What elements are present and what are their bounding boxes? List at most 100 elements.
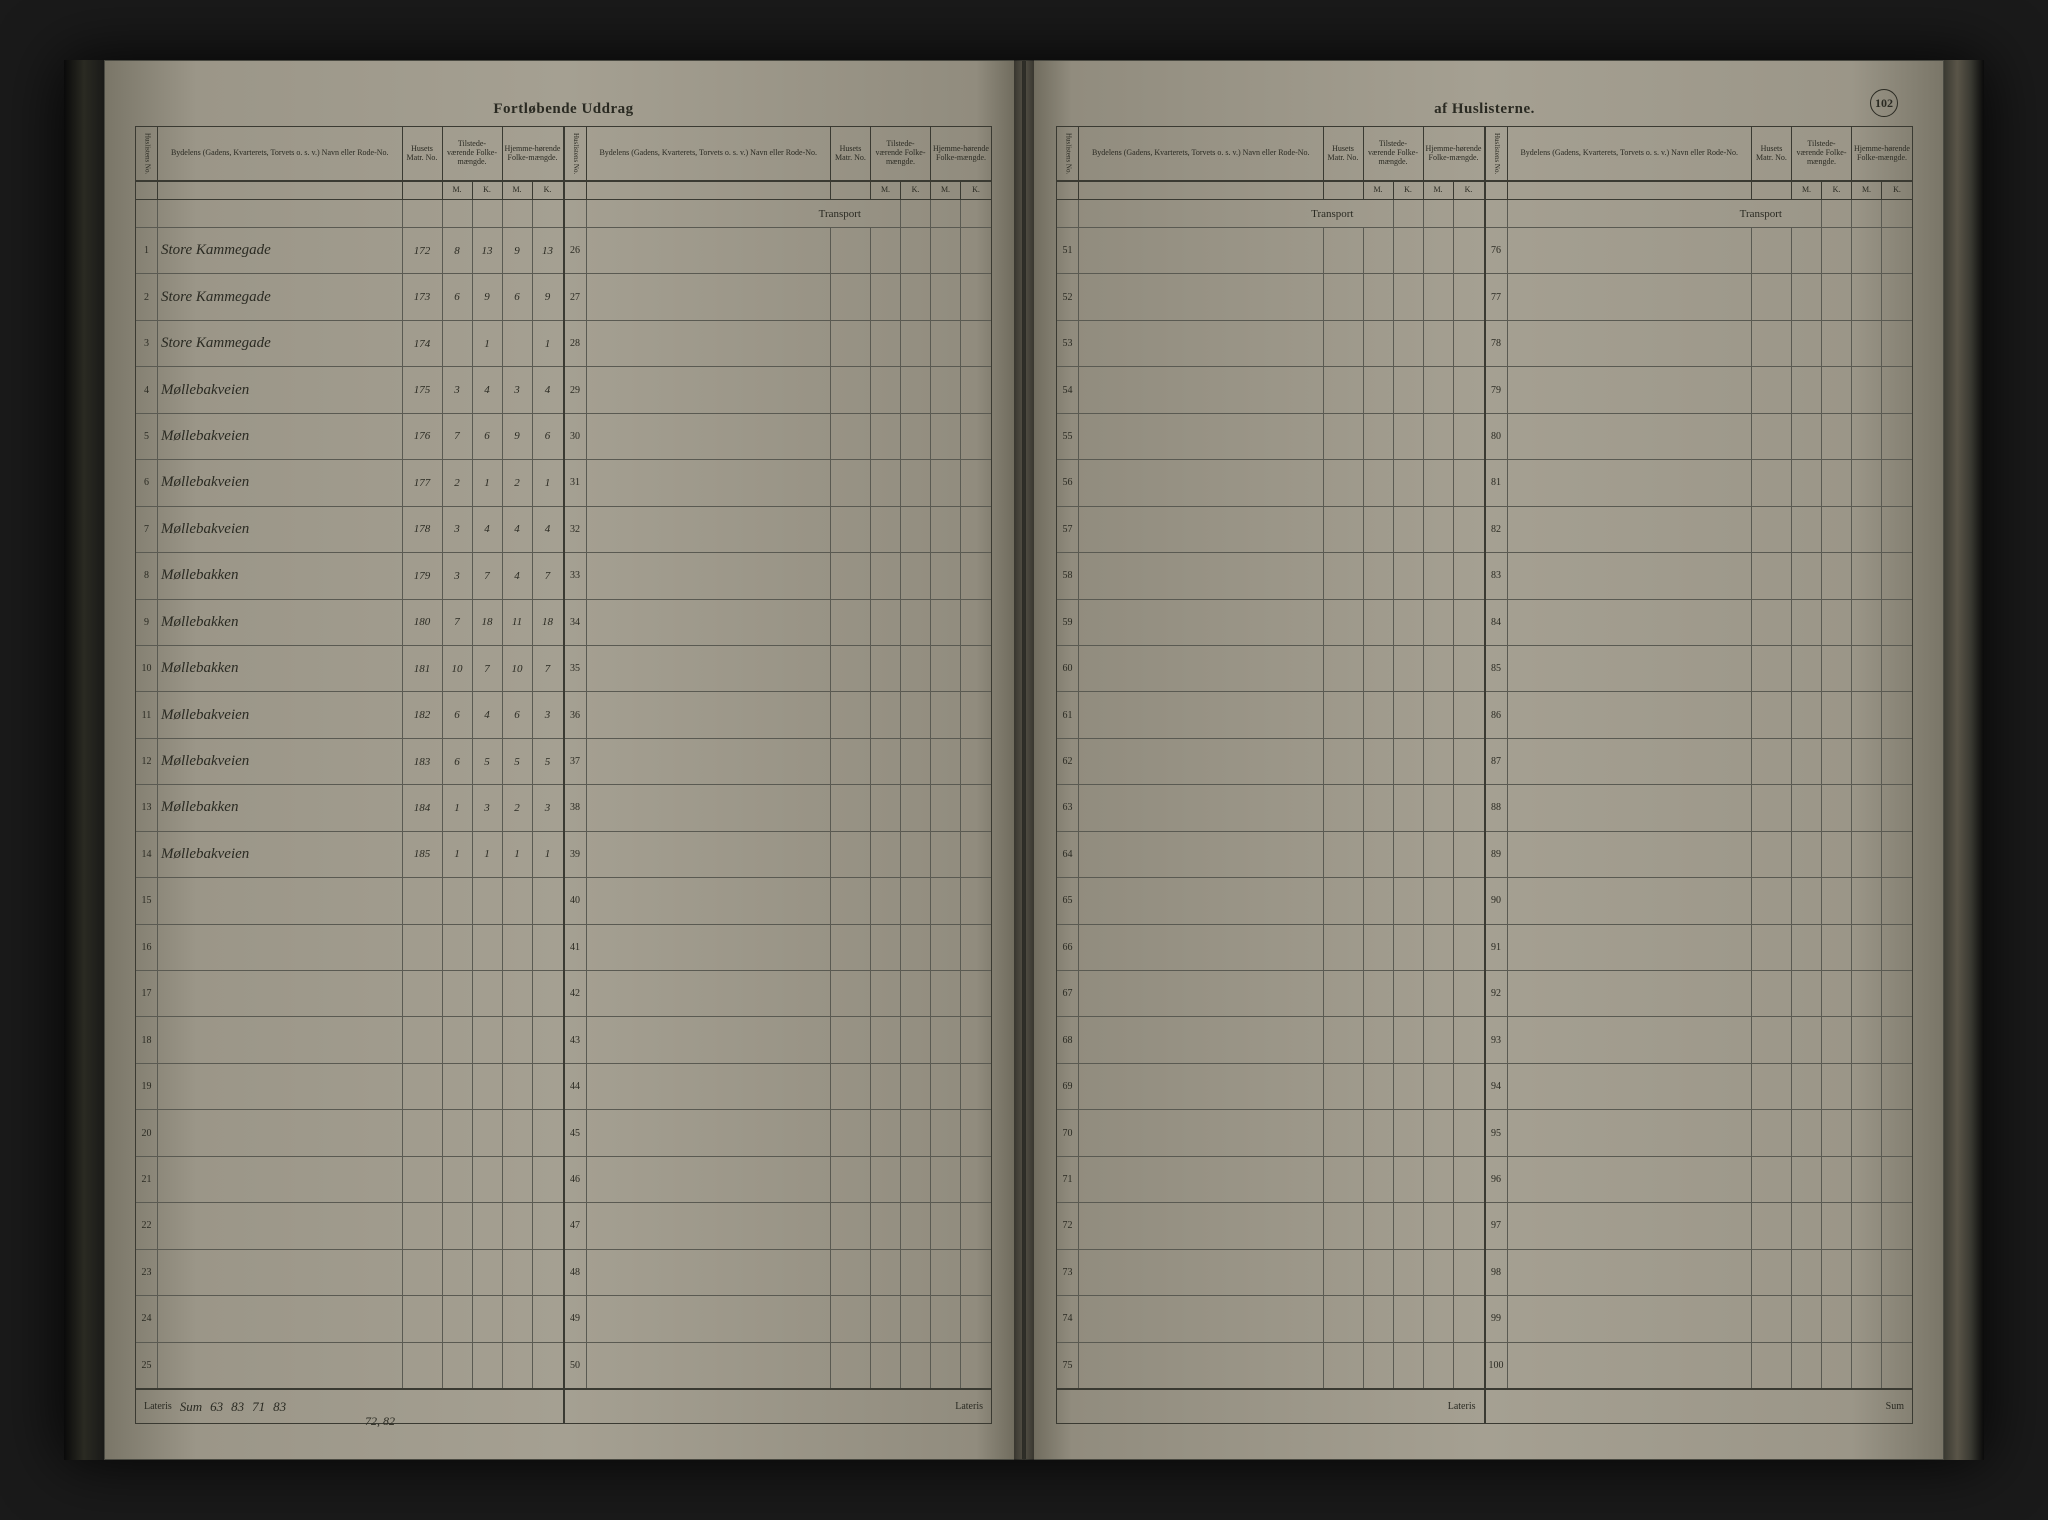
row-matr (1752, 1343, 1792, 1388)
row-hjem-m (931, 878, 961, 923)
page-left: Fortløbende Uddrag Huslistens No. Bydele… (104, 60, 1024, 1460)
row-number: 38 (565, 785, 587, 830)
row-tilst-m (1364, 460, 1394, 505)
row-matr (1752, 1296, 1792, 1341)
ledger-row: 71 (1057, 1157, 1484, 1203)
row-street-name: Møllebakveien (158, 832, 403, 877)
row-matr (1752, 507, 1792, 552)
row-tilst-m (871, 1343, 901, 1388)
row-hjem-m: 2 (503, 785, 533, 830)
row-matr (831, 414, 871, 459)
row-hjem-k (1454, 971, 1484, 1016)
row-street-name: Store Kammegade (158, 274, 403, 319)
row-hjem-k (1882, 274, 1912, 319)
row-number: 71 (1057, 1157, 1079, 1202)
row-hjem-m (931, 228, 961, 273)
row-street-name (1079, 1203, 1324, 1248)
sub-header-row: M. K. M. K. (565, 182, 992, 200)
row-tilst-k (1394, 228, 1424, 273)
row-number: 39 (565, 832, 587, 877)
row-street-name (1079, 600, 1324, 645)
row-street-name: Møllebakveien (158, 414, 403, 459)
row-matr: 185 (403, 832, 443, 877)
row-matr (403, 878, 443, 923)
row-hjem-k (1454, 646, 1484, 691)
row-number: 24 (136, 1296, 158, 1341)
row-tilst-m (871, 692, 901, 737)
row-tilst-k (901, 1296, 931, 1341)
row-street-name (587, 1110, 832, 1155)
row-tilst-k (473, 1250, 503, 1295)
row-number: 3 (136, 321, 158, 366)
row-matr (1324, 1157, 1364, 1202)
row-number: 19 (136, 1064, 158, 1109)
row-tilst-m (1364, 925, 1394, 970)
ledger-row: 76 (1486, 228, 1913, 274)
row-tilst-m (871, 878, 901, 923)
row-hjem-m (1424, 785, 1454, 830)
ledger-row: 48 (565, 1250, 992, 1296)
row-tilst-k (1822, 414, 1852, 459)
row-matr (1752, 1110, 1792, 1155)
row-matr (403, 1203, 443, 1248)
row-number: 48 (565, 1250, 587, 1295)
header-row: Huslistens No. Bydelens (Gadens, Kvarter… (565, 127, 992, 182)
ledger-book: Fortløbende Uddrag Huslistens No. Bydele… (64, 60, 1984, 1460)
row-street-name (158, 1064, 403, 1109)
row-tilst-k (473, 1343, 503, 1388)
row-tilst-k: 4 (473, 367, 503, 412)
row-hjem-m (503, 1017, 533, 1062)
ledger-row: 67 (1057, 971, 1484, 1017)
row-number: 11 (136, 692, 158, 737)
row-hjem-k (1882, 1203, 1912, 1248)
row-tilst-k (901, 414, 931, 459)
row-hjem-k (961, 321, 991, 366)
row-hjem-m (1852, 739, 1882, 784)
row-number: 5 (136, 414, 158, 459)
row-street-name (1079, 646, 1324, 691)
ledger-row: 41 (565, 925, 992, 971)
sum-tm: 63 (210, 1399, 223, 1415)
row-hjem-k (1882, 367, 1912, 412)
row-street-name (1079, 925, 1324, 970)
row-tilst-m (443, 1203, 473, 1248)
row-number: 64 (1057, 832, 1079, 877)
row-tilst-k (901, 228, 931, 273)
row-hjem-m (503, 1110, 533, 1155)
row-number: 4 (136, 367, 158, 412)
row-number: 14 (136, 832, 158, 877)
row-number: 75 (1057, 1343, 1079, 1388)
row-hjem-m (1852, 1250, 1882, 1295)
row-matr (1324, 1343, 1364, 1388)
row-number: 8 (136, 553, 158, 598)
row-tilst-m (871, 228, 901, 273)
ledger-row: 9Møllebakken1807181118 (136, 600, 563, 646)
row-hjem-k (1454, 925, 1484, 970)
row-hjem-m (931, 460, 961, 505)
ledger-row: 83 (1486, 553, 1913, 599)
row-hjem-k (961, 1017, 991, 1062)
row-tilst-k (1822, 1064, 1852, 1109)
row-number: 95 (1486, 1110, 1508, 1155)
row-street-name (1079, 1296, 1324, 1341)
row-hjem-m (931, 646, 961, 691)
row-street-name: Store Kammegade (158, 321, 403, 366)
ledger-row: 30 (565, 414, 992, 460)
ledger-row: 92 (1486, 971, 1913, 1017)
row-hjem-k (1882, 832, 1912, 877)
row-hjem-m (1852, 971, 1882, 1016)
row-street-name (1079, 460, 1324, 505)
row-tilst-k (1822, 646, 1852, 691)
ledger-row: 87 (1486, 739, 1913, 785)
row-street-name (1508, 460, 1753, 505)
row-matr (1324, 1296, 1364, 1341)
row-tilst-k (1822, 739, 1852, 784)
row-tilst-m (871, 1296, 901, 1341)
data-body-section-3: 5152535455565758596061626364656667686970… (1057, 228, 1484, 1388)
row-hjem-k (1882, 739, 1912, 784)
row-tilst-m (1792, 785, 1822, 830)
ledger-row: 12Møllebakveien1836555 (136, 739, 563, 785)
row-tilst-m (1792, 367, 1822, 412)
row-tilst-k: 1 (473, 832, 503, 877)
row-hjem-m (1852, 646, 1882, 691)
